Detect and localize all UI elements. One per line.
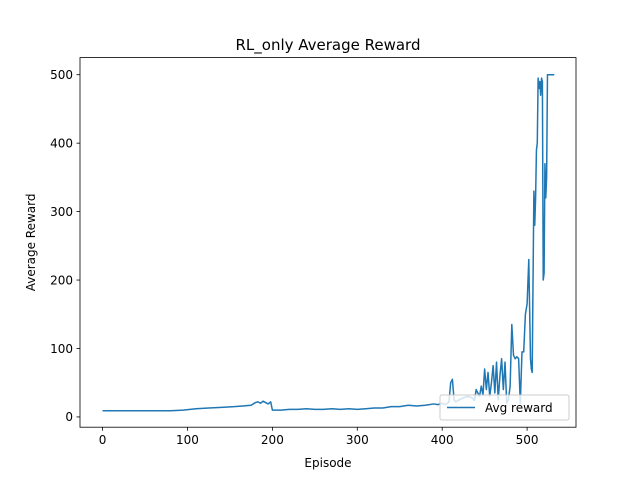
x-tick-label: 200 (261, 433, 284, 447)
y-tick-label: 200 (50, 273, 73, 287)
x-tick-label: 100 (176, 433, 199, 447)
x-axis: 0 100 200 300 400 500 (99, 427, 539, 447)
legend-box (439, 394, 570, 421)
y-tick-label: 100 (50, 342, 73, 356)
y-axis-label: Average Reward (24, 194, 38, 292)
y-axis: 0 100 200 300 400 500 (50, 68, 80, 424)
x-tick-label: 300 (346, 433, 369, 447)
x-axis-label: Episode (304, 456, 351, 470)
y-tick-label: 400 (50, 136, 73, 150)
x-tick-label: 0 (99, 433, 107, 447)
series-layer (102, 73, 555, 412)
legend: Avg reward (439, 394, 570, 421)
series-line-0 (102, 73, 555, 412)
legend-label: Avg reward (485, 401, 553, 415)
chart-title: RL_only Average Reward (235, 36, 420, 55)
y-tick-label: 0 (65, 410, 73, 424)
y-tick-label: 500 (50, 68, 73, 82)
y-tick-label: 300 (50, 205, 73, 219)
x-tick-label: 500 (516, 433, 539, 447)
plot-frame (79, 57, 577, 428)
x-tick-label: 400 (431, 433, 454, 447)
